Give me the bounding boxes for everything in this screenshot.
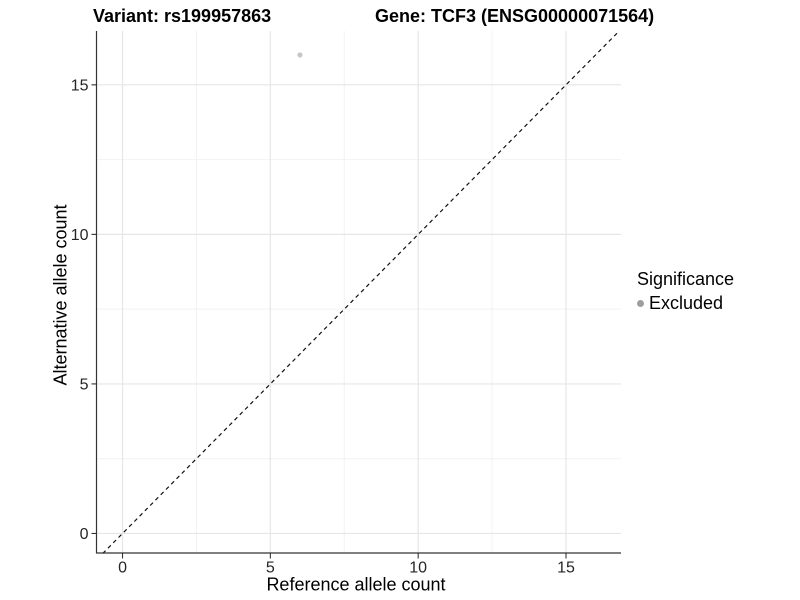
x-tick-label: 15	[557, 560, 575, 577]
y-axis-title: Alternative allele count	[50, 204, 71, 386]
legend: Significance Excluded	[637, 269, 734, 314]
identity-dashed-line	[102, 30, 620, 554]
legend-item-label: Excluded	[649, 293, 724, 313]
x-tick-label: 0	[118, 560, 127, 577]
legend-point-icon	[637, 300, 644, 307]
y-tick-label: 0	[80, 526, 89, 543]
plot-title-gene: Gene: TCF3 (ENSG00000071564)	[375, 6, 655, 26]
legend-item-excluded: Excluded	[637, 293, 734, 314]
legend-title: Significance	[637, 269, 735, 289]
x-tick-label: 10	[409, 560, 427, 577]
y-tick-label: 10	[71, 227, 89, 244]
data-point-excluded	[297, 52, 303, 58]
x-axis-title: Reference allele count	[266, 574, 446, 595]
x-tick-label: 5	[266, 560, 275, 577]
plot-title-variant: Variant: rs199957863	[93, 6, 272, 26]
y-tick-label: 15	[71, 77, 89, 94]
y-tick-label: 5	[80, 376, 89, 393]
